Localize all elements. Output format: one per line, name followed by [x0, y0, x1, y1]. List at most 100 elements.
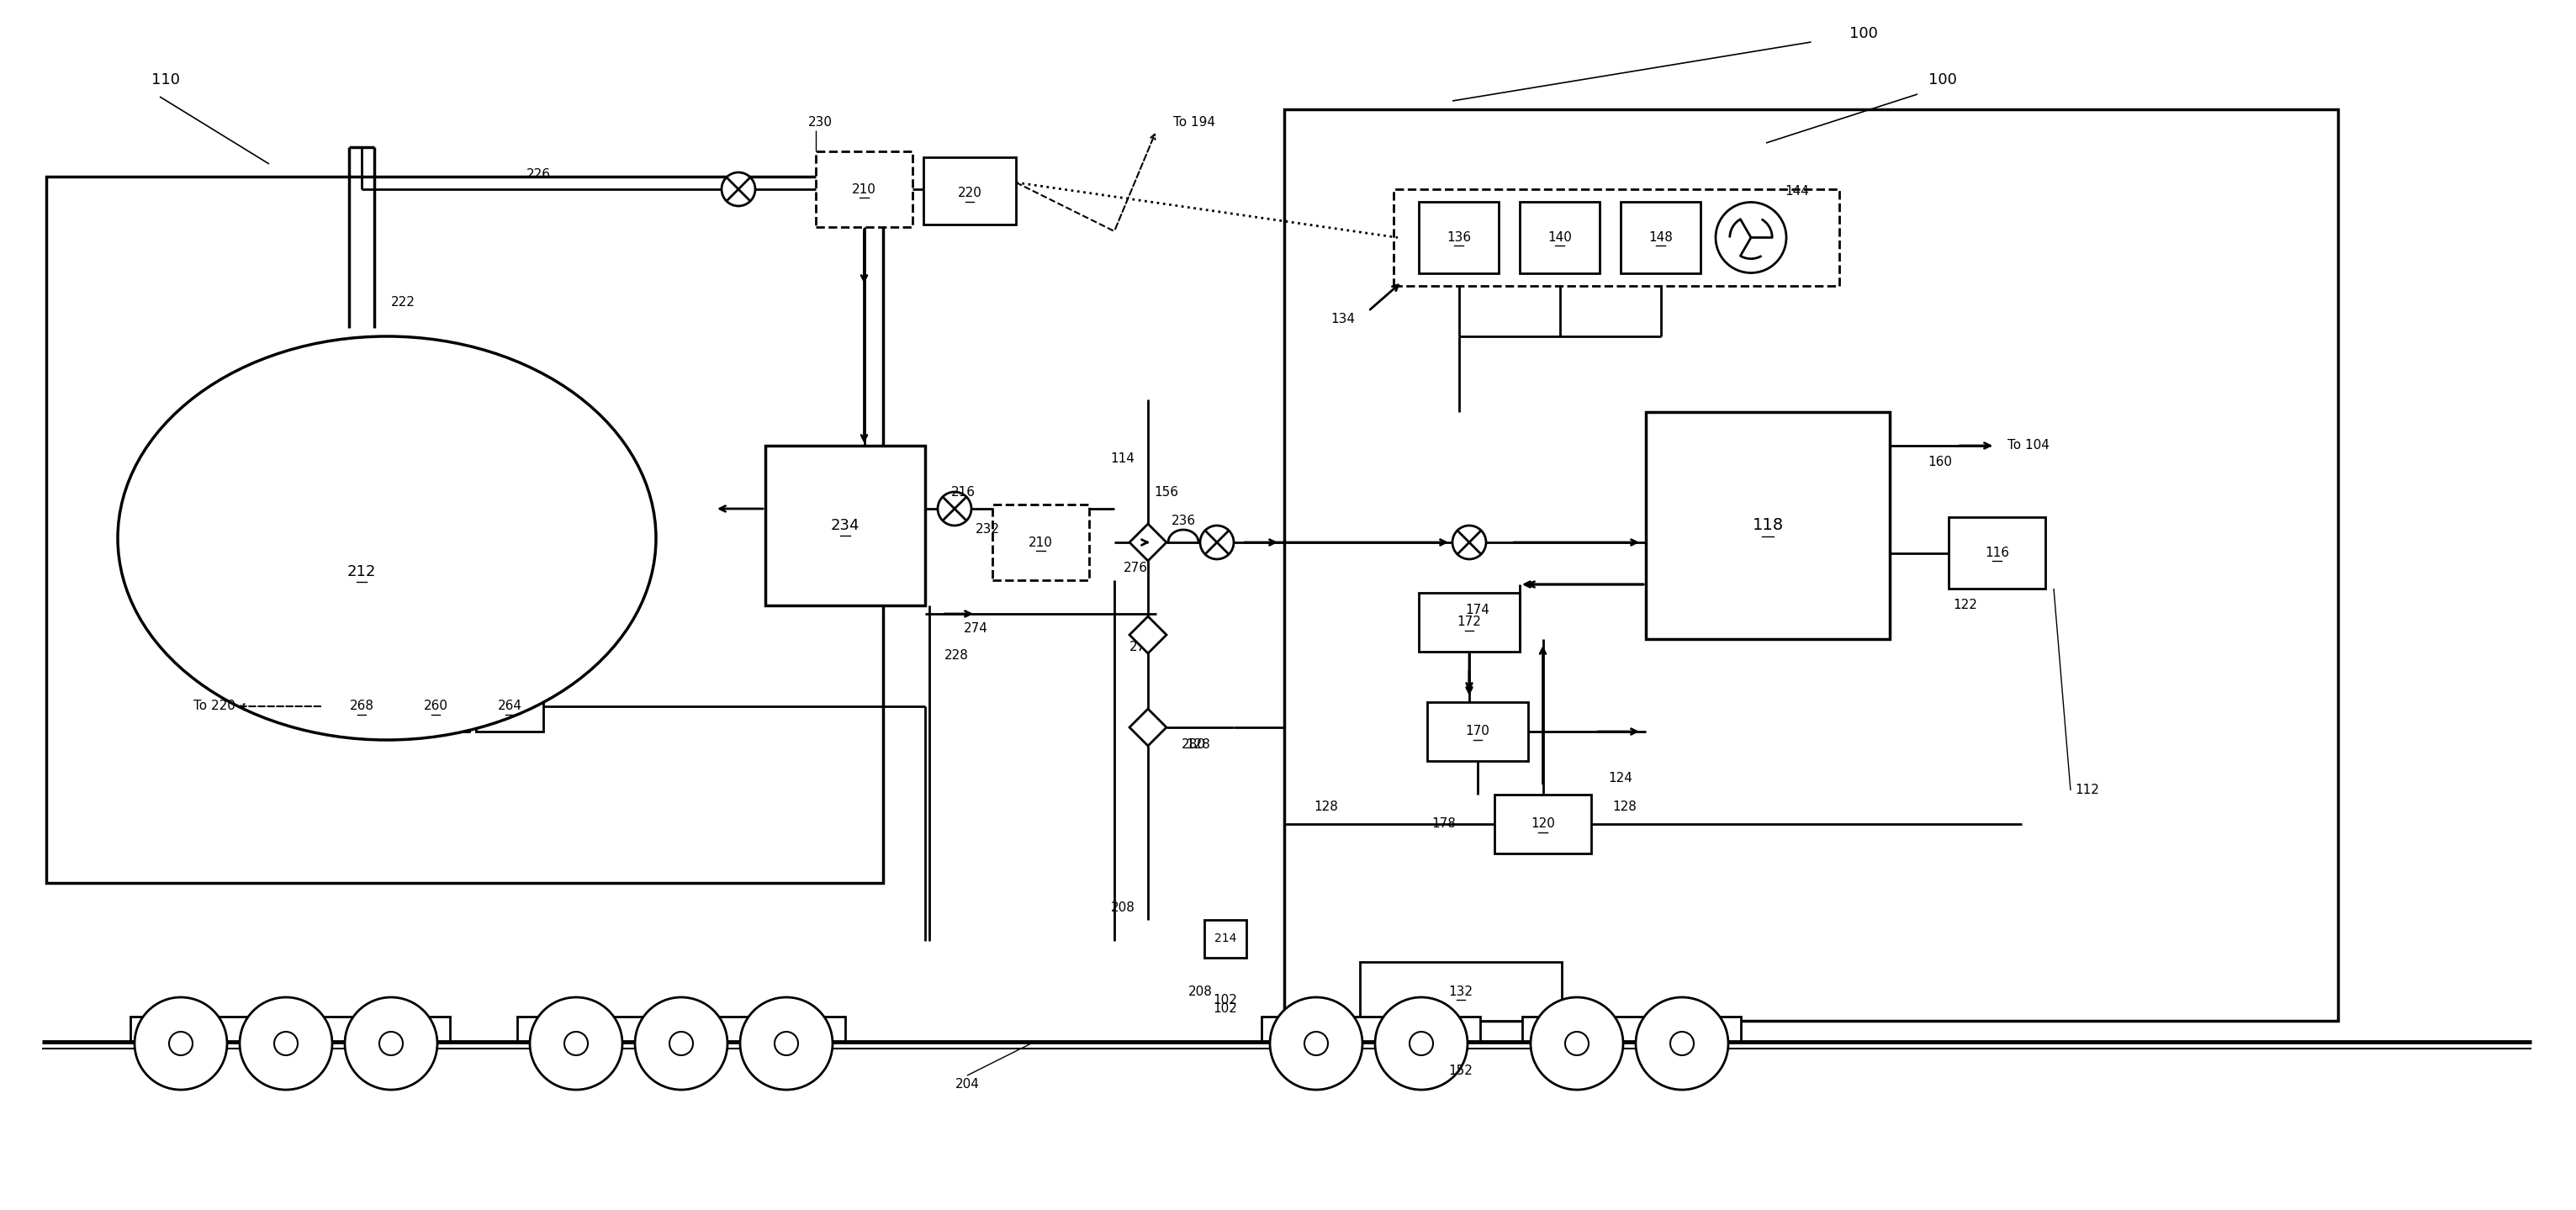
- Text: 148: 148: [1649, 231, 1672, 244]
- Text: 134: 134: [1332, 313, 1355, 325]
- Circle shape: [1270, 997, 1363, 1090]
- Text: 210: 210: [1028, 536, 1054, 548]
- Circle shape: [531, 997, 623, 1090]
- Text: 228: 228: [945, 650, 969, 662]
- Bar: [1419, 593, 1520, 652]
- Bar: [1285, 109, 2339, 1021]
- Text: 122: 122: [1953, 599, 1978, 612]
- Text: 222: 222: [392, 296, 415, 309]
- Text: 178: 178: [1432, 818, 1455, 830]
- Bar: [1206, 920, 1247, 958]
- Text: 160: 160: [1927, 456, 1953, 468]
- Circle shape: [775, 1032, 799, 1055]
- Text: 234: 234: [829, 518, 860, 534]
- Bar: [1427, 702, 1528, 761]
- Text: 136: 136: [1448, 231, 1471, 244]
- Text: 102: 102: [1213, 993, 1236, 1006]
- Text: 274: 274: [963, 623, 987, 635]
- Text: 204: 204: [956, 1078, 979, 1090]
- Circle shape: [1669, 1032, 1695, 1055]
- Bar: [1262, 1016, 1481, 1042]
- Text: 208: 208: [1188, 985, 1213, 998]
- Text: 100: 100: [1850, 27, 1878, 41]
- Circle shape: [564, 1032, 587, 1055]
- Text: 278: 278: [1128, 641, 1154, 653]
- Bar: [1394, 189, 1839, 286]
- Text: 230: 230: [809, 116, 832, 128]
- Text: 268: 268: [350, 701, 374, 713]
- Circle shape: [1200, 525, 1234, 559]
- Bar: [518, 1016, 845, 1042]
- Text: 214: 214: [1213, 933, 1236, 945]
- Text: 172: 172: [1458, 616, 1481, 628]
- Circle shape: [1566, 1032, 1589, 1055]
- Text: 276: 276: [1123, 561, 1146, 574]
- Text: 212: 212: [348, 564, 376, 580]
- Bar: [46, 177, 884, 883]
- Circle shape: [938, 492, 971, 525]
- Circle shape: [634, 997, 726, 1090]
- Circle shape: [1530, 997, 1623, 1090]
- Text: 174: 174: [1466, 604, 1489, 616]
- Bar: [477, 681, 544, 732]
- Text: To 220: To 220: [193, 701, 234, 713]
- Text: 216: 216: [951, 485, 976, 499]
- Bar: [817, 151, 912, 227]
- Circle shape: [240, 997, 332, 1090]
- Text: 128: 128: [1613, 801, 1636, 813]
- Text: 144: 144: [1785, 185, 1808, 197]
- Bar: [1419, 202, 1499, 273]
- Text: 128: 128: [1314, 801, 1340, 813]
- Circle shape: [1303, 1032, 1329, 1055]
- Text: 210: 210: [853, 183, 876, 196]
- Bar: [1646, 413, 1891, 639]
- Text: 116: 116: [1984, 547, 2009, 559]
- Polygon shape: [1128, 709, 1167, 745]
- Text: 232: 232: [976, 524, 999, 536]
- Bar: [1494, 795, 1592, 853]
- Circle shape: [1636, 997, 1728, 1090]
- Text: 118: 118: [1752, 518, 1783, 534]
- Bar: [1522, 1016, 1741, 1042]
- Bar: [1620, 202, 1700, 273]
- Circle shape: [1409, 1032, 1432, 1055]
- Ellipse shape: [118, 336, 657, 741]
- Text: 100: 100: [1929, 73, 1958, 87]
- Circle shape: [721, 172, 755, 206]
- Text: 264: 264: [497, 701, 523, 713]
- Bar: [402, 681, 469, 732]
- Circle shape: [739, 997, 832, 1090]
- Text: 124: 124: [1607, 772, 1633, 784]
- Text: 156: 156: [1154, 485, 1180, 499]
- Text: 226: 226: [526, 168, 551, 180]
- Text: 110: 110: [152, 73, 180, 87]
- Bar: [922, 157, 1015, 225]
- Bar: [765, 445, 925, 605]
- Text: 260: 260: [422, 701, 448, 713]
- Text: 102: 102: [1213, 1002, 1236, 1014]
- Text: 132: 132: [1448, 985, 1473, 998]
- Text: 128: 128: [1188, 738, 1211, 750]
- Text: 208: 208: [1110, 901, 1136, 914]
- Circle shape: [670, 1032, 693, 1055]
- Circle shape: [134, 997, 227, 1090]
- Polygon shape: [1128, 616, 1167, 653]
- Circle shape: [345, 997, 438, 1090]
- Bar: [131, 1016, 451, 1042]
- Text: 140: 140: [1548, 231, 1571, 244]
- Circle shape: [170, 1032, 193, 1055]
- Text: 152: 152: [1448, 1065, 1473, 1078]
- Text: 280: 280: [1182, 738, 1206, 750]
- Circle shape: [273, 1032, 299, 1055]
- Circle shape: [1716, 202, 1785, 273]
- Text: 236: 236: [1172, 515, 1195, 528]
- Bar: [1520, 202, 1600, 273]
- Bar: [1360, 962, 1561, 1021]
- Text: To 104: To 104: [2007, 439, 2050, 453]
- Circle shape: [379, 1032, 402, 1055]
- Text: To 194: To 194: [1172, 116, 1216, 128]
- Bar: [1947, 517, 2045, 588]
- Circle shape: [1453, 525, 1486, 559]
- Text: 170: 170: [1466, 725, 1489, 738]
- Circle shape: [1376, 997, 1468, 1090]
